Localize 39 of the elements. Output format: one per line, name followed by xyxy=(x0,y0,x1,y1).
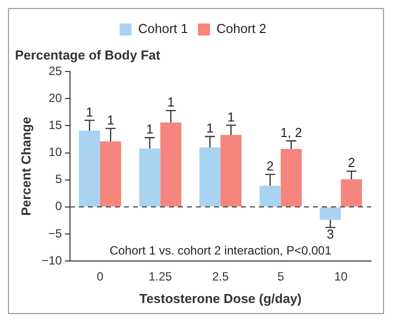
y-tick-label: 20 xyxy=(48,90,62,105)
annotation: 2 xyxy=(266,158,274,174)
annotation: 1 xyxy=(227,109,235,124)
annotation: 1 xyxy=(106,112,114,128)
x-tick-label: 10 xyxy=(334,270,348,284)
legend-label: Cohort 2 xyxy=(216,21,266,36)
annotation: 2 xyxy=(348,155,356,170)
annotation: 1, 2 xyxy=(280,124,302,140)
bar xyxy=(160,122,182,206)
bar xyxy=(199,147,220,206)
annotation: Cohort 1 vs. cohort 2 interaction, P<0.001 xyxy=(110,243,332,258)
annotation: 1 xyxy=(206,120,214,136)
bar xyxy=(220,134,242,206)
x-tick-label: 2.5 xyxy=(212,270,230,284)
chart-title: Percentage of Body Fat xyxy=(15,47,161,62)
bar xyxy=(280,148,302,206)
y-tick-label: 0 xyxy=(55,199,62,214)
y-tick-label: 25 xyxy=(48,64,62,78)
bar xyxy=(100,141,122,206)
x-tick-label: 5 xyxy=(277,270,284,284)
x-tick-label: 1.25 xyxy=(148,270,172,284)
x-axis-title: Testosterone Dose (g/day) xyxy=(139,290,302,306)
y-tick-label: 10 xyxy=(48,145,62,160)
y-tick-label: 15 xyxy=(48,118,62,132)
annotation: 3 xyxy=(326,226,334,242)
bar xyxy=(340,179,362,206)
annotation: 1 xyxy=(86,104,94,120)
y-tick-label: 5 xyxy=(55,172,62,186)
bar xyxy=(139,148,160,206)
y-tick-label: −10 xyxy=(42,253,62,268)
bar xyxy=(78,130,100,206)
y-tick-label: −5 xyxy=(48,226,62,240)
annotation: 1 xyxy=(167,94,174,110)
bar xyxy=(320,207,341,220)
annotation: 1 xyxy=(146,122,154,137)
bar xyxy=(260,186,281,206)
y-axis-title: Percent Change xyxy=(18,116,34,216)
x-tick-label: 0 xyxy=(96,270,104,284)
legend-label: Cohort 1 xyxy=(138,21,188,36)
